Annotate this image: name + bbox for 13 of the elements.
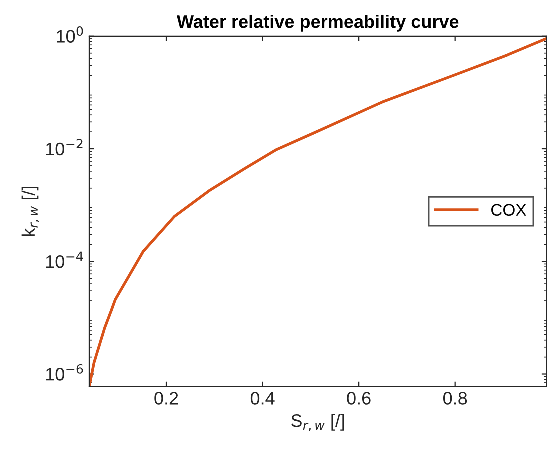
legend-label: COX <box>492 204 526 216</box>
line-series <box>89 37 547 387</box>
y-tick-label: 10$^{−4}$ <box>46 252 84 268</box>
y-axis-title: k$_{r,w}$ [/] <box>22 187 40 236</box>
y-tick-label: 10$^{−6}$ <box>46 364 84 381</box>
x-tick-label: 0.2 <box>154 392 178 405</box>
x-axis-title: S$_{r,w}$ [/] <box>292 414 344 432</box>
chart-title: Water relative permeability curve <box>177 14 459 32</box>
y-tick-label: 10$^{−2}$ <box>46 139 83 156</box>
x-tick-label: 0.4 <box>250 392 275 405</box>
x-tick-label: 0.6 <box>347 392 371 405</box>
y-tick-label: 10$^{0}$ <box>57 26 84 43</box>
x-tick-label: 0.8 <box>443 392 468 405</box>
